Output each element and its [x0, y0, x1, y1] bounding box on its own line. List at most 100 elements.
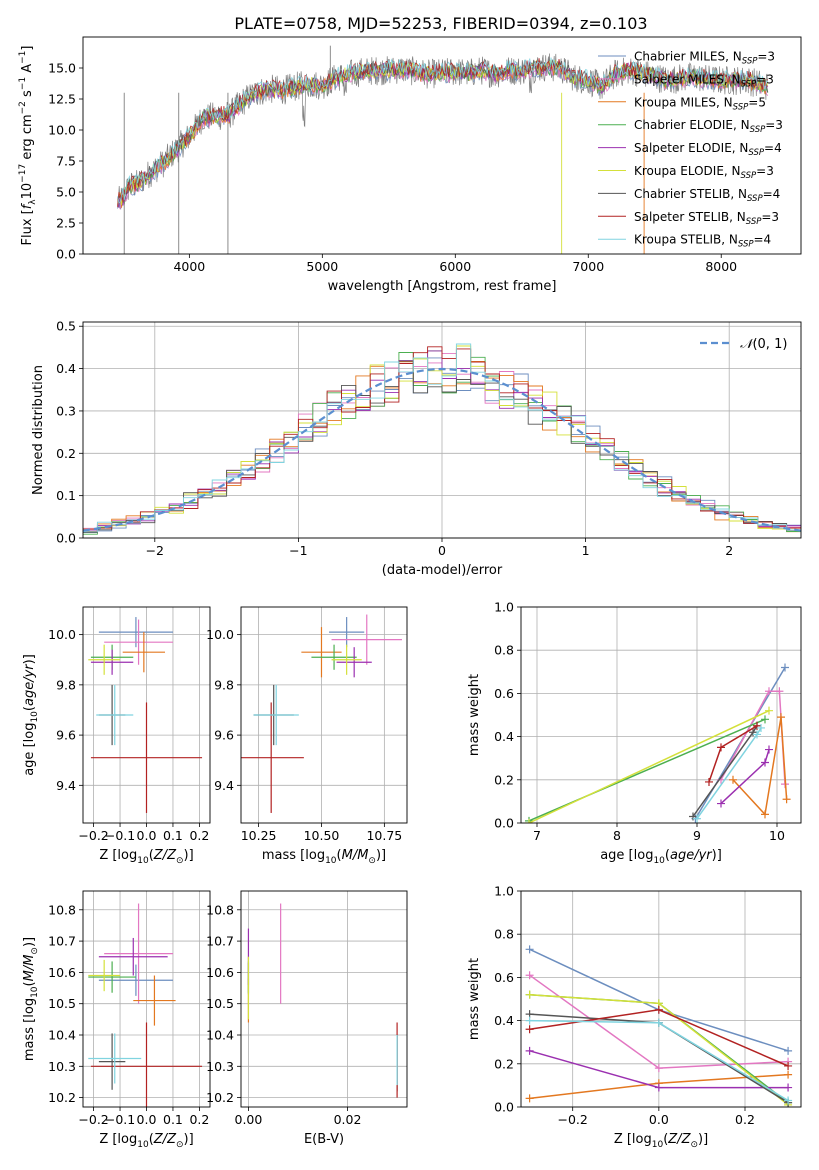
- y-axis-label: mass weight: [467, 674, 482, 756]
- panel-weight_vs_age: 7 8 9 10 0.0 0.2 0.4 0.6 0.8 1.0 age [log10(age/yr…: [467, 600, 802, 866]
- x-axis-label: (data-model)/error: [382, 563, 503, 578]
- axes-frame: [82, 606, 211, 824]
- x-axis-label: mass [log10(M/M⊙)]: [262, 848, 386, 866]
- x-tick-label: −0.2: [78, 828, 108, 843]
- errorbar-point-3: [88, 961, 136, 993]
- weight-marker: [717, 743, 725, 752]
- y-tick-label: 10.2: [48, 1090, 76, 1105]
- weight-marker: [705, 777, 713, 786]
- x-tick-label: −0.2: [558, 1112, 588, 1127]
- weight-marker: [525, 1046, 534, 1055]
- y-tick-label: 0.6: [494, 686, 514, 701]
- weight-marker: [753, 730, 761, 739]
- weight-line-3: [528, 718, 766, 822]
- errorbar-point-6: [98, 1033, 126, 1090]
- x-tick-label: 0.00: [235, 1112, 263, 1127]
- y-tick-label: 0.2: [56, 446, 76, 461]
- errorbar-point-1: [104, 619, 173, 665]
- y-tick-label: 0.8: [494, 643, 514, 658]
- x-tick-label: 8: [613, 828, 621, 843]
- errorbar-point-5: [331, 644, 362, 675]
- errorbar-point-4: [98, 937, 168, 976]
- panel-spectrum: 4000 5000 6000 7000 8000 0.0 2.5 5.0 7.5 10.0 12.5…: [18, 36, 802, 294]
- weight-marker: [781, 663, 789, 672]
- x-tick-label: 0.1: [163, 828, 183, 843]
- y-tick-label: 9.6: [56, 728, 76, 743]
- y-tick-label: 0.3: [56, 403, 76, 418]
- weight-marker: [729, 775, 737, 784]
- y-tick-label: 12.5: [48, 92, 76, 107]
- y-tick-label: 0.0: [56, 247, 76, 262]
- y-tick-label: 0.4: [494, 729, 514, 744]
- weight-line-5: [528, 710, 770, 823]
- legend-label-6: Chabrier STELIB, NSSP=4: [634, 187, 780, 204]
- x-tick-label: 0.02: [334, 1112, 362, 1127]
- y-tick-label: 10.6: [206, 965, 234, 980]
- x-axis-label: Z [log10(Z/Z⊙)]: [614, 1132, 708, 1150]
- errorbar-point-7: [90, 702, 203, 813]
- model-fit-line-6: [117, 58, 769, 206]
- y-tick-label: 0.5: [56, 319, 76, 334]
- axes-frame: [82, 321, 802, 539]
- x-tick-label: 10.50: [304, 828, 340, 843]
- errorbar-point-2: [301, 627, 342, 678]
- legend-label-7: Salpeter STELIB, NSSP=3: [634, 210, 779, 227]
- x-tick-label: 7: [533, 828, 541, 843]
- y-tick-label: 0.0: [494, 1100, 514, 1115]
- legend: Chabrier MILES, NSSP=3 Salpeter MILES, NS…: [598, 50, 783, 250]
- weight-marker: [525, 945, 534, 954]
- y-tick-label: 10.8: [206, 902, 234, 917]
- y-tick-label: 7.5: [56, 154, 76, 169]
- x-tick-label: 0.2: [735, 1112, 755, 1127]
- weight-marker: [765, 706, 773, 715]
- figure-title: PLATE=0758, MJD=52253, FIBERID=0394, z=0…: [234, 14, 647, 33]
- y-tick-label: 0.4: [56, 361, 76, 376]
- weight-marker: [525, 1094, 534, 1103]
- x-tick-label: 10: [769, 828, 785, 843]
- weight-line-6: [692, 725, 758, 817]
- x-tick-label: 0.2: [189, 828, 209, 843]
- errorbar-point-7: [90, 1022, 203, 1107]
- plot-area: [117, 45, 769, 254]
- x-tick-label: 10.75: [366, 828, 402, 843]
- weight-marker: [782, 795, 791, 804]
- errorbar-point-5: [88, 644, 121, 675]
- panel-mass_vs_Z: −0.2−0.1 0.0 0.1 0.2 10.2 10.3 10.4 10.5 10.6 10.…: [22, 890, 211, 1150]
- y-tick-label: 9.8: [214, 677, 234, 692]
- y-tick-label: 10.6: [48, 965, 76, 980]
- histogram-5: [83, 345, 801, 532]
- weight-line-8: [696, 727, 762, 820]
- x-tick-label: 2: [725, 543, 733, 558]
- y-tick-label: 10.2: [206, 1090, 234, 1105]
- errorbar-point-8: [96, 684, 134, 746]
- histogram-7: [83, 346, 801, 533]
- weight-marker: [757, 723, 765, 732]
- legend-label-8: Kroupa STELIB, NSSP=4: [634, 233, 771, 250]
- y-tick-label: 10.3: [206, 1059, 234, 1074]
- plot-area: [525, 663, 791, 823]
- model-fit-line-8: [117, 57, 769, 204]
- y-tick-label: 0.1: [56, 488, 76, 503]
- x-tick-label: −1: [289, 543, 307, 558]
- x-tick-label: 10.25: [241, 828, 277, 843]
- weight-marker: [717, 799, 725, 808]
- y-tick-label: 5.0: [56, 185, 76, 200]
- y-tick-label: 0.4: [494, 1013, 514, 1028]
- weight-marker: [765, 687, 773, 696]
- y-tick-label: 0.8: [494, 927, 514, 942]
- errorbar-point-1: [104, 903, 173, 1004]
- weight-line-4: [720, 749, 770, 805]
- x-tick-label: 0.0: [137, 828, 157, 843]
- panel-residuals: −2 −1 0 1 2 0.0 0.1 0.2 0.3 0.4 0.5 (data-model)/er…: [31, 319, 802, 578]
- weight-line-1: [720, 690, 786, 785]
- y-tick-label: 1.0: [494, 884, 514, 899]
- y-axis-label: Normed distribution: [31, 365, 46, 495]
- y-tick-label: 9.8: [56, 677, 76, 692]
- weight-marker: [654, 1018, 663, 1027]
- weight-marker: [525, 1016, 534, 1025]
- weight-marker: [777, 713, 785, 722]
- weight-marker: [765, 745, 773, 754]
- x-axis-label: Z [log10(Z/Z⊙)]: [99, 1132, 193, 1150]
- x-tick-label: −0.2: [78, 1112, 108, 1127]
- model-fit-line-7: [117, 58, 768, 208]
